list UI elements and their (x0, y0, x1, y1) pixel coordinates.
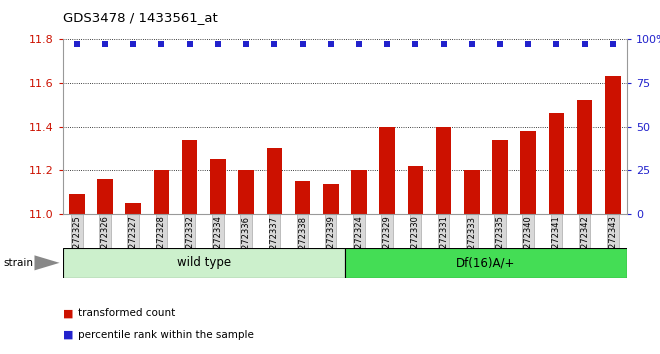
Bar (125, 203, 141, 214)
Bar (464, 170, 480, 214)
Text: percentile rank within the sample: percentile rank within the sample (78, 330, 253, 339)
Bar (182, 140, 197, 214)
Bar (69, 194, 84, 214)
Text: strain: strain (3, 258, 33, 268)
Bar (408, 166, 423, 214)
Bar (351, 170, 367, 214)
Bar (267, 148, 282, 214)
Text: transformed count: transformed count (78, 308, 175, 318)
Bar (295, 181, 310, 214)
Bar (436, 127, 451, 214)
Bar (210, 159, 226, 214)
Bar (577, 100, 593, 214)
Text: ■: ■ (63, 308, 73, 318)
Text: GDS3478 / 1433561_at: GDS3478 / 1433561_at (63, 11, 217, 24)
Bar (154, 170, 169, 214)
Bar (345, 248, 627, 278)
Text: Df(16)A/+: Df(16)A/+ (456, 256, 515, 269)
Bar (63, 248, 345, 278)
Bar (323, 183, 339, 214)
Bar (605, 76, 620, 214)
Bar (238, 170, 254, 214)
Polygon shape (34, 255, 59, 270)
Bar (97, 179, 113, 214)
Bar (492, 140, 508, 214)
Bar (548, 113, 564, 214)
Text: ■: ■ (63, 330, 73, 339)
Bar (521, 131, 536, 214)
Bar (379, 127, 395, 214)
Text: wild type: wild type (177, 256, 231, 269)
